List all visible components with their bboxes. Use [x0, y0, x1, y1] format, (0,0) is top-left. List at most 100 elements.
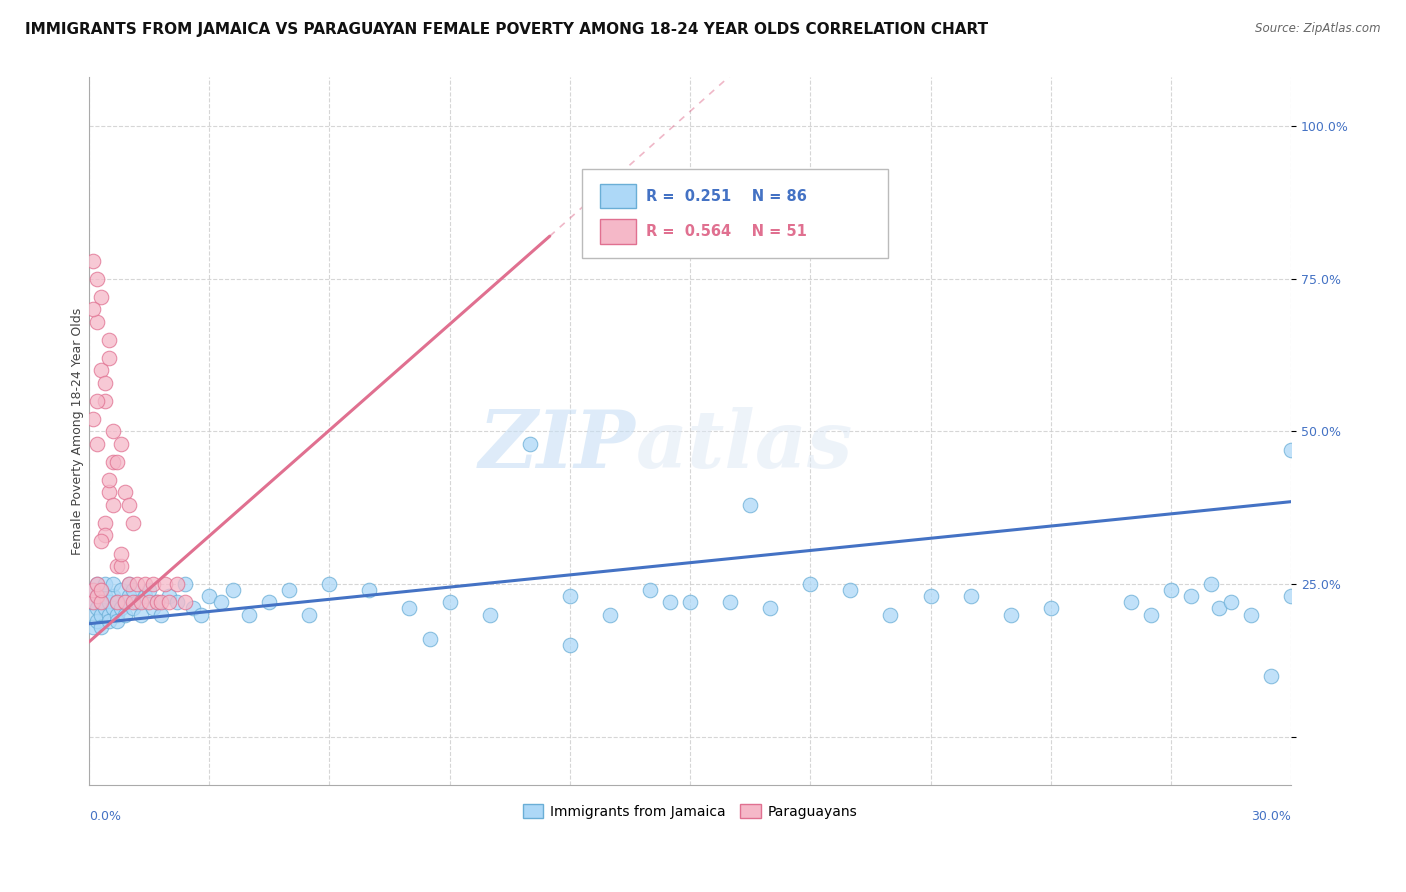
Point [138, 583, 160, 598]
Point [439, 595, 461, 609]
Point [122, 601, 145, 615]
Point [90, 595, 112, 609]
Point [82, 595, 104, 609]
Point [125, 595, 148, 609]
Point [110, 547, 132, 561]
Point [101, 425, 124, 439]
Point [157, 589, 180, 603]
Point [101, 577, 124, 591]
Point [920, 589, 942, 603]
Point [1180, 589, 1202, 603]
Point [94, 516, 117, 530]
Point [166, 577, 188, 591]
Point [101, 601, 124, 615]
Point [86, 436, 108, 450]
Point [101, 455, 124, 469]
Point [114, 595, 136, 609]
FancyBboxPatch shape [600, 219, 636, 244]
Point [1039, 601, 1062, 615]
Point [1140, 607, 1163, 622]
Point [90, 583, 112, 598]
Point [114, 595, 136, 609]
Point [86, 589, 108, 603]
Point [718, 595, 741, 609]
Text: ZIP: ZIP [479, 407, 636, 484]
Y-axis label: Female Poverty Among 18-24 Year Olds: Female Poverty Among 18-24 Year Olds [72, 308, 84, 555]
Point [86, 601, 108, 615]
Point [105, 595, 128, 609]
Point [129, 595, 152, 609]
Point [86, 577, 108, 591]
Point [1220, 595, 1243, 609]
Point [94, 528, 117, 542]
Point [122, 595, 145, 609]
Point [398, 601, 420, 615]
Point [1240, 607, 1263, 622]
Point [125, 577, 148, 591]
Point [799, 577, 821, 591]
Text: IMMIGRANTS FROM JAMAICA VS PARAGUAYAN FEMALE POVERTY AMONG 18-24 YEAR OLDS CORRE: IMMIGRANTS FROM JAMAICA VS PARAGUAYAN FE… [25, 22, 988, 37]
Point [110, 558, 132, 573]
Point [86, 589, 108, 603]
Point [959, 589, 981, 603]
Point [659, 595, 682, 609]
Point [86, 614, 108, 628]
FancyBboxPatch shape [582, 169, 889, 258]
Text: 30.0%: 30.0% [1251, 811, 1291, 823]
Point [82, 253, 104, 268]
Point [97, 333, 120, 347]
Point [740, 498, 762, 512]
Point [82, 583, 104, 598]
Point [90, 583, 112, 598]
Point [118, 577, 141, 591]
Point [94, 393, 117, 408]
Point [97, 485, 120, 500]
Point [90, 607, 112, 622]
Point [105, 455, 128, 469]
Point [150, 595, 173, 609]
Point [110, 583, 132, 598]
Point [146, 595, 169, 609]
Point [359, 583, 381, 598]
Point [90, 620, 112, 634]
Point [638, 583, 661, 598]
Point [174, 595, 197, 609]
Point [97, 351, 120, 366]
Point [82, 412, 104, 426]
Point [90, 595, 112, 609]
Point [82, 302, 104, 317]
Point [90, 290, 112, 304]
Point [599, 607, 621, 622]
Point [118, 589, 141, 603]
Point [129, 607, 152, 622]
Point [86, 577, 108, 591]
Point [90, 363, 112, 377]
Point [134, 589, 156, 603]
Point [519, 436, 541, 450]
Point [138, 595, 160, 609]
Point [318, 577, 340, 591]
Point [82, 607, 104, 622]
Point [94, 577, 117, 591]
Point [190, 607, 212, 622]
Point [97, 607, 120, 622]
Point [198, 589, 221, 603]
Point [122, 583, 145, 598]
Point [1000, 607, 1022, 622]
Point [94, 376, 117, 390]
Point [94, 589, 117, 603]
Point [679, 595, 702, 609]
Point [222, 583, 245, 598]
Point [97, 473, 120, 487]
Point [94, 601, 117, 615]
Point [558, 638, 581, 652]
Point [90, 534, 112, 549]
Point [101, 498, 124, 512]
Point [879, 607, 901, 622]
Point [1208, 601, 1230, 615]
Point [150, 607, 173, 622]
Point [238, 607, 260, 622]
Point [153, 577, 176, 591]
Point [134, 577, 156, 591]
Point [110, 436, 132, 450]
